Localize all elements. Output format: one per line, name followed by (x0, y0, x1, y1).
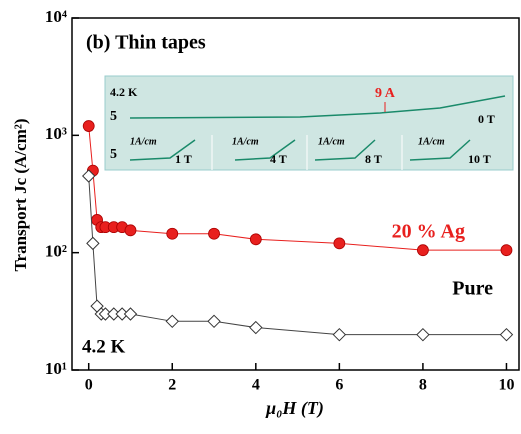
inset-temp: 4.2 K (110, 85, 138, 99)
point (124, 224, 137, 237)
y-axis-label: Transport Jc (A/cm²) (11, 118, 30, 271)
point (86, 236, 100, 251)
point (166, 227, 179, 240)
inset-axis: 5 (110, 109, 117, 124)
chart-title: (b) Thin tapes (86, 32, 206, 54)
inset-scale: 1A/cm (318, 136, 345, 147)
inset-trace (129, 139, 471, 161)
inset-field: 8 T (365, 152, 382, 166)
y-tick-label: 10¹ (45, 359, 67, 378)
point (207, 314, 221, 329)
point (499, 327, 514, 342)
point (332, 327, 347, 342)
legend-label: 20 % Ag (392, 221, 465, 243)
point (417, 244, 429, 257)
point (333, 237, 346, 250)
inset-scale: 1A/cm (418, 136, 445, 147)
point (82, 169, 96, 183)
inset-scale: 1A/cm (232, 136, 259, 147)
series-line (88, 175, 507, 336)
y-tick-label: 10⁴ (45, 7, 67, 26)
x-tick-label: 8 (419, 377, 427, 394)
inset (104, 75, 514, 171)
inset-scale: 1A/cm (130, 136, 157, 147)
inset-trace (129, 95, 506, 119)
inset-field: 1 T (175, 152, 192, 166)
x-tick-label: 6 (335, 377, 343, 394)
point (500, 244, 513, 257)
plot-frame (71, 17, 520, 371)
inset-current: 9 A (375, 86, 396, 101)
y-tick-label: 10³ (45, 124, 67, 143)
point (82, 120, 95, 132)
legend-label: Pure (452, 278, 493, 300)
x-tick-label: 10 (498, 377, 514, 394)
point (249, 233, 262, 246)
inset-field: 4 T (270, 152, 287, 166)
x-tick-label: 2 (168, 377, 176, 394)
x-tick-label: 4 (252, 377, 260, 394)
x-tick-label: 0 (85, 377, 93, 394)
inset-field: 10 T (468, 152, 491, 166)
point (249, 320, 263, 335)
x-axis-label: μ₀H (T) (265, 398, 324, 419)
point (416, 327, 430, 342)
y-tick-label: 10² (45, 242, 67, 261)
inset-axis: 5 (110, 147, 117, 162)
point (123, 307, 138, 321)
inset-field: 0 T (478, 112, 495, 126)
point (208, 227, 220, 240)
annotation: 4.2 K (82, 336, 126, 357)
point (165, 314, 179, 329)
